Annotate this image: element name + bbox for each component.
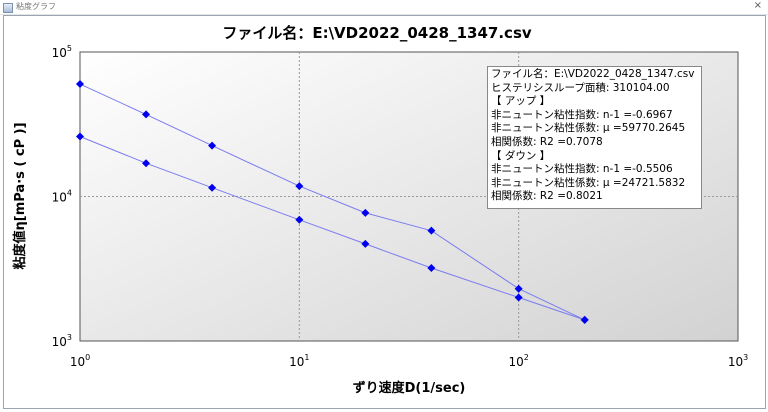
x-tick-label: 100 [70, 353, 90, 369]
info-line-down-header: 【 ダウン 】 [491, 149, 551, 162]
data-point [514, 284, 523, 293]
info-line-down-r2: 相関係数: R2 =0.8021 [491, 190, 603, 203]
series-line-2 [79, 136, 585, 321]
info-line-hysteresis: ヒステリシスループ面積: 310104.00 [491, 81, 670, 94]
data-point [76, 80, 84, 89]
y-tick-base: 10 [52, 191, 67, 205]
series-line-1 [79, 83, 585, 321]
info-line-up-header: 【 アップ 】 [491, 95, 551, 108]
app-icon [3, 3, 13, 13]
info-line-up-r2: 相関係数: R2 =0.7078 [491, 135, 603, 148]
x-tick-label: 102 [508, 353, 528, 369]
x-tick-label: 103 [728, 353, 748, 369]
x-tick-exponent: 0 [85, 353, 90, 362]
x-tick-base: 10 [728, 355, 743, 369]
window-titlebar: 粘度グラフ × [0, 0, 768, 15]
data-point [208, 141, 217, 150]
data-point [76, 132, 84, 141]
data-point [142, 159, 151, 168]
x-tick-exponent: 2 [524, 353, 529, 362]
y-axis-label: 粘度値η[mPa·s ( cP )] [12, 122, 28, 270]
data-point [208, 183, 217, 192]
y-tick-exponent: 4 [67, 189, 72, 198]
info-line-up-index: 非ニュートン粘性指数: n-1 =-0.6967 [491, 108, 673, 121]
data-point [142, 110, 151, 119]
data-point [580, 315, 589, 324]
info-line-down-coefficient: 非ニュートン粘性係数: μ =24721.5832 [491, 176, 686, 189]
data-point [295, 182, 304, 191]
x-tick-base: 10 [508, 355, 523, 369]
y-tick-base: 10 [52, 335, 67, 349]
x-axis-label: ずり速度D(1/sec) [353, 380, 466, 396]
data-point [514, 293, 523, 302]
x-tick-label: 101 [289, 353, 309, 369]
data-point [361, 239, 370, 248]
y-tick-exponent: 5 [67, 44, 72, 53]
y-tick-label: 103 [52, 333, 72, 349]
close-button[interactable]: × [753, 0, 762, 11]
series-lines [79, 83, 585, 321]
chart-title: ファイル名：E:\VD2022_0428_1347.csv [222, 24, 532, 42]
x-tick-base: 10 [289, 355, 304, 369]
y-tick-label: 104 [52, 189, 72, 205]
y-tick-base: 10 [52, 46, 67, 60]
y-tick-label: 105 [52, 44, 72, 60]
data-points [76, 80, 589, 324]
window-title: 粘度グラフ [16, 2, 56, 11]
data-point [427, 226, 436, 235]
info-line-down-index: 非ニュートン粘性指数: n-1 =-0.5506 [491, 163, 673, 176]
data-point [361, 208, 370, 217]
x-tick-exponent: 1 [304, 353, 309, 362]
x-tick-exponent: 3 [743, 353, 748, 362]
x-tick-base: 10 [70, 355, 85, 369]
y-tick-exponent: 3 [67, 333, 72, 342]
data-point [427, 264, 436, 273]
data-point [295, 215, 304, 224]
info-line-filename: ファイル名：E:\VD2022_0428_1347.csv [491, 68, 695, 80]
info-line-up-coefficient: 非ニュートン粘性係数: μ =59770.2645 [491, 122, 686, 135]
statistics-box: ファイル名：E:\VD2022_0428_1347.csv ヒステリシスループ面… [487, 66, 702, 209]
